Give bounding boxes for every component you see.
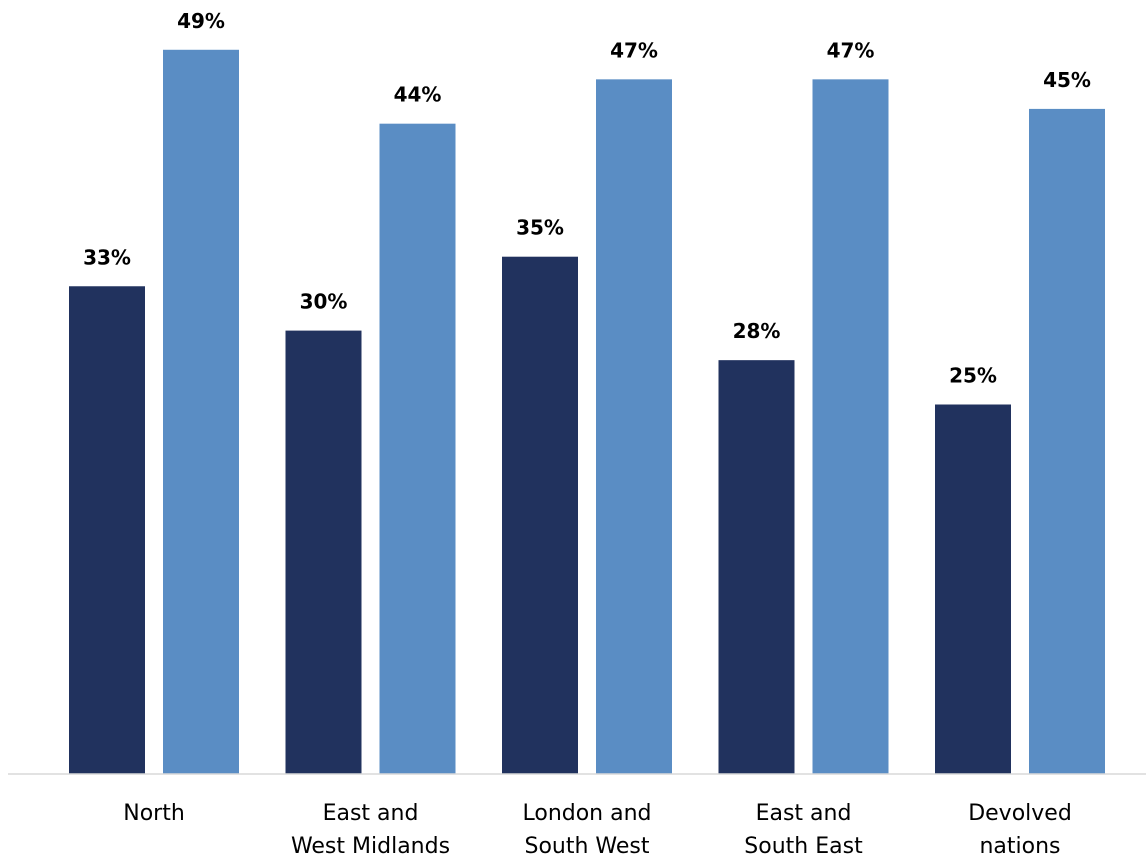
value-label-series-1-cat-4: 28% [733, 319, 781, 343]
bar-series-2-cat-1 [163, 49, 239, 774]
category-label-line: nations [979, 834, 1060, 859]
value-labels-layer: 33% 49% 30% 44% 35% 47% 28% 47% 25% 45% [83, 9, 1091, 388]
value-label-series-2-cat-4: 47% [827, 38, 875, 62]
category-label-line: Devolved [968, 801, 1072, 826]
bar-series-2-cat-3 [596, 79, 672, 775]
category-label-line: East and [756, 801, 852, 826]
category-label-line: South East [744, 834, 863, 859]
bar-series-2-cat-5 [1029, 108, 1105, 774]
value-label-series-1-cat-3: 35% [516, 216, 564, 240]
bar-series-2-cat-4 [812, 79, 889, 775]
category-label-3: London and South West [522, 801, 651, 859]
category-label-1: North [123, 801, 185, 826]
bar-series-1-cat-2 [285, 330, 362, 774]
value-label-series-2-cat-5: 45% [1043, 68, 1091, 92]
value-label-series-2-cat-2: 44% [394, 83, 442, 107]
bar-series-2-cat-2 [379, 123, 456, 775]
bar-series-1-cat-3 [502, 256, 578, 774]
bars-layer [69, 49, 1105, 775]
bar-series-1-cat-4 [718, 360, 795, 774]
category-label-line: West Midlands [291, 834, 450, 859]
value-label-series-1-cat-5: 25% [949, 364, 997, 388]
value-label-series-1-cat-2: 30% [300, 290, 348, 314]
category-label-line: South West [524, 834, 649, 859]
category-label-2: East and West Midlands [291, 801, 450, 859]
category-label-line: North [123, 801, 185, 826]
category-label-4: East and South East [744, 801, 863, 859]
value-label-series-2-cat-3: 47% [610, 38, 658, 62]
bar-series-1-cat-1 [69, 286, 145, 774]
category-labels-layer: North East and West Midlands London and Sout… [123, 801, 1072, 859]
category-label-line: East and [323, 801, 419, 826]
value-label-series-2-cat-1: 49% [177, 9, 225, 33]
category-label-5: Devolved nations [968, 801, 1072, 859]
category-label-line: London and [522, 801, 651, 826]
value-label-series-1-cat-1: 33% [83, 245, 131, 269]
bar-series-1-cat-5 [935, 404, 1011, 774]
